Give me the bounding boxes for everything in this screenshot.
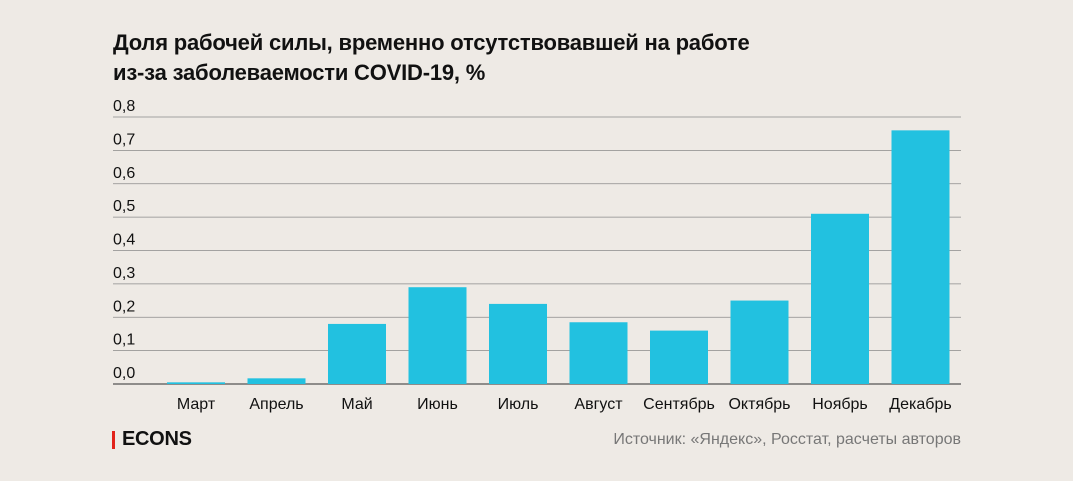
x-tick-labels: Март Апрель Май Июнь Июль Август Сентябрь Октяб… — [177, 396, 952, 413]
bar — [811, 213, 869, 384]
x-tick-label: Май — [341, 396, 372, 413]
econs-logo: ECONS — [112, 428, 192, 451]
bar — [408, 287, 467, 384]
bar — [167, 382, 225, 384]
bar — [569, 322, 628, 384]
x-tick-label: Ноябрь — [812, 396, 868, 413]
brand-name: ECONS — [122, 428, 192, 450]
x-tick-label: Август — [574, 396, 623, 413]
source-note: Источник: «Яндекс», Росстат, расчеты авт… — [613, 431, 961, 448]
y-tick-label: 0,5 — [113, 198, 135, 215]
y-tick-label: 0,3 — [113, 265, 135, 282]
bar — [730, 300, 789, 384]
y-tick-label: 0,4 — [113, 232, 135, 249]
y-tick-label: 0,6 — [113, 165, 135, 182]
y-tick-label: 0,8 — [113, 98, 135, 115]
x-tick-label: Сентябрь — [643, 396, 715, 413]
x-tick-label: Октябрь — [728, 396, 790, 413]
x-tick-label: Март — [177, 396, 216, 413]
bar — [891, 130, 950, 384]
x-tick-label: Апрель — [249, 396, 303, 413]
bar — [489, 303, 547, 384]
chart-title: Доля рабочей силы, временно отсутствовав… — [113, 28, 873, 88]
bar — [247, 378, 306, 384]
y-tick-label: 0,0 — [113, 365, 135, 382]
bar — [650, 330, 708, 384]
y-tick-labels: 0,0 0,1 0,2 0,3 0,4 0,5 0,6 0,7 0,8 — [113, 98, 135, 382]
x-tick-label: Июль — [498, 396, 539, 413]
y-tick-label: 0,1 — [113, 332, 135, 349]
y-tick-label: 0,2 — [113, 298, 135, 315]
bars — [167, 130, 950, 384]
logo-accent-bar — [112, 430, 115, 449]
chart-title-line-2: из-за заболеваемости COVID-19, % — [113, 60, 486, 85]
bar — [328, 323, 386, 384]
chart-title-line-1: Доля рабочей силы, временно отсутствовав… — [113, 30, 750, 55]
x-tick-label: Декабрь — [889, 396, 951, 413]
y-tick-label: 0,7 — [113, 131, 135, 148]
x-tick-label: Июнь — [417, 396, 458, 413]
